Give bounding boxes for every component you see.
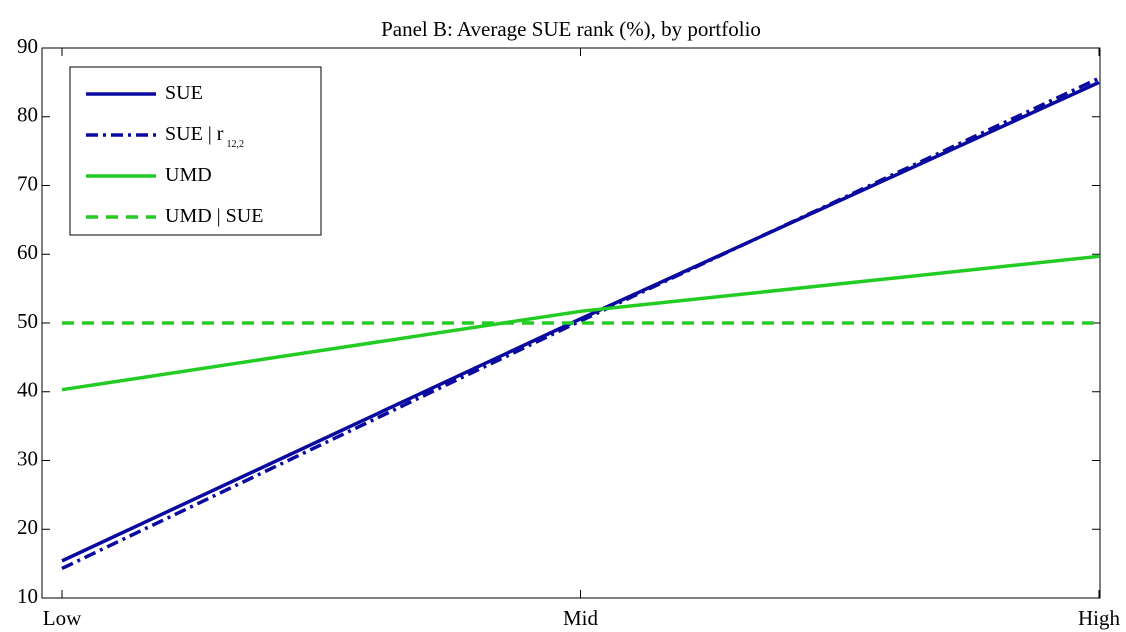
x-tick-label: Mid bbox=[563, 606, 599, 630]
line bbox=[61, 76, 1100, 571]
legend-label: SUE bbox=[165, 82, 203, 104]
y-tick-label: 60 bbox=[17, 240, 38, 264]
y-tick-label: 30 bbox=[17, 446, 38, 470]
x-tick-label: High bbox=[1078, 606, 1121, 630]
y-tick-label: 80 bbox=[17, 103, 38, 127]
x-tick-label: Low bbox=[43, 606, 82, 630]
y-tick-label: 70 bbox=[17, 171, 38, 195]
line bbox=[61, 254, 1100, 392]
legend-subscript: 12,2 bbox=[226, 139, 244, 150]
y-tick-label: 20 bbox=[17, 515, 38, 539]
legend: SUE SUE | r12,2 UMD UMD | SUE bbox=[69, 66, 322, 236]
legend-label: UMD | SUE bbox=[165, 205, 263, 227]
legend-name: UMD bbox=[165, 164, 212, 186]
y-tick-label: 40 bbox=[17, 378, 38, 402]
legend-name: SUE | r bbox=[165, 123, 224, 145]
line bbox=[61, 80, 1100, 563]
legend-label: UMD bbox=[165, 164, 212, 186]
legend-name: SUE bbox=[165, 82, 203, 104]
y-tick-label: 50 bbox=[17, 309, 38, 333]
y-tick-label: 10 bbox=[17, 584, 38, 608]
legend-label: SUE | r12,2 bbox=[165, 123, 244, 151]
legend-name: UMD | SUE bbox=[165, 205, 263, 227]
y-tick-label: 90 bbox=[17, 34, 38, 58]
chart-title: Panel B: Average SUE rank (%), by portfo… bbox=[381, 17, 761, 41]
